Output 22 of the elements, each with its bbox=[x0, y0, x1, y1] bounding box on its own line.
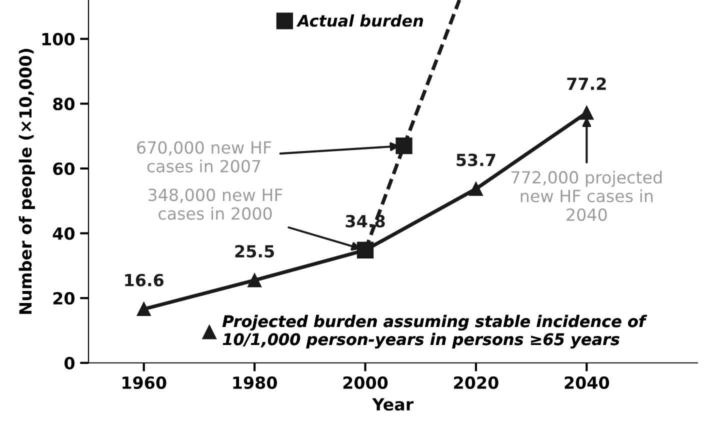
y-tick-label: 40 bbox=[52, 227, 75, 240]
x-tick-label: 2000 bbox=[343, 376, 388, 389]
y-tick-label: 80 bbox=[53, 98, 75, 110]
legend-label: Actual burden bbox=[296, 14, 424, 27]
legend-label: Projected burden assuming stable incidence of 10/1,000 person-years in persons ≥65 years bbox=[222, 314, 648, 349]
x-axis-title: Year bbox=[372, 398, 414, 411]
y-tick-label: 20 bbox=[53, 292, 75, 305]
x-tick-label: 1980 bbox=[233, 376, 277, 389]
y-tick-label: 100 bbox=[42, 32, 75, 46]
annotation: 670,000 new HF cases in 2007 bbox=[137, 141, 272, 172]
data-label: 16.6 bbox=[125, 274, 164, 286]
annotation: 772,000 projected new HF cases in 2040 bbox=[512, 170, 662, 221]
data-label: 25.5 bbox=[235, 244, 274, 258]
x-tick-label: 2020 bbox=[454, 376, 498, 389]
data-label: 77.2 bbox=[567, 77, 606, 90]
x-tick-label: 2040 bbox=[564, 376, 610, 389]
y-axis-title: Number of people (×10,000) bbox=[18, 48, 35, 314]
data-label: 53.7 bbox=[456, 154, 496, 166]
y-tick-label: 0 bbox=[64, 356, 75, 370]
annotation: 348,000 new HF cases in 2000 bbox=[148, 188, 282, 220]
y-tick-label: 60 bbox=[53, 162, 75, 176]
x-tick-label: 1960 bbox=[122, 376, 166, 389]
